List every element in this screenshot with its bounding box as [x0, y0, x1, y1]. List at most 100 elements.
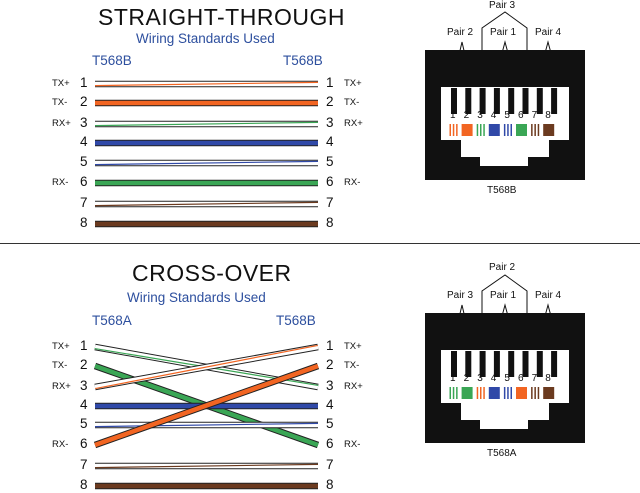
cross-right-signal-6: RX-	[344, 439, 361, 450]
rj45-connector-t568b-icon	[425, 11, 585, 180]
straight-right-pin-3: 3	[326, 115, 334, 130]
straight-right-pin-2: 2	[326, 94, 334, 109]
cross-left-pin-7: 7	[80, 457, 88, 472]
cross-right-signal-1: TX+	[344, 341, 362, 352]
conn-bot-pin-3	[475, 387, 487, 399]
cross-left-signal-1: TX+	[52, 341, 70, 352]
conn-top-pin-1	[448, 124, 459, 136]
cross-subtitle: Wiring Standards Used	[127, 290, 266, 305]
conn-top-pair-top: Pair 3	[489, 0, 516, 11]
conn-bot-pin-number-1: 1	[450, 373, 456, 384]
conn-top-pin-6	[516, 124, 527, 136]
straight-left-pin-6: 6	[80, 174, 88, 189]
cross-left-signal-2: TX-	[52, 360, 68, 371]
straight-left-pin-5: 5	[80, 154, 88, 169]
conn-bot-pin-number-5: 5	[504, 373, 510, 384]
conn-bot-pair-middle: Pair 1	[490, 290, 517, 301]
straight-left-pin-1: 1	[80, 75, 88, 90]
cross-left-standard: T568A	[92, 313, 132, 328]
cross-right-signal-2: TX-	[344, 360, 360, 371]
cross-left-pin-4: 4	[80, 397, 88, 412]
conn-top-pin-4	[488, 124, 500, 136]
conn-top-pin-number-8: 8	[545, 110, 551, 121]
straight-left-signal-1: TX+	[52, 78, 70, 89]
straight-right-signal-2: TX-	[344, 97, 360, 108]
straight-right-pin-1: 1	[326, 75, 334, 90]
cross-right-pin-2: 2	[326, 357, 334, 372]
cross-right-pin-7: 7	[326, 457, 334, 472]
straight-right-signal-6: RX-	[344, 177, 361, 188]
conn-top-label: T568B	[487, 185, 517, 196]
cross-right-pin-6: 6	[326, 436, 334, 451]
straight-right-standard: T568B	[283, 53, 323, 68]
conn-top-pin-number-5: 5	[504, 110, 510, 121]
conn-top-pair-right: Pair 4	[535, 27, 562, 38]
conn-bot-pin-1	[448, 387, 459, 399]
cross-right-pin-3: 3	[326, 378, 334, 393]
straight-wire-7	[94, 200, 319, 208]
conn-bot-pin-8	[543, 387, 555, 399]
straight-left-pin-3: 3	[80, 115, 88, 130]
straight-right-pin-8: 8	[326, 215, 334, 230]
conn-bot-pin-5	[502, 387, 514, 399]
cross-left-pin-5: 5	[80, 416, 88, 431]
cross-wire-3	[94, 343, 319, 391]
straight-left-pin-2: 2	[80, 94, 88, 109]
section-divider	[0, 243, 640, 244]
conn-bot-pin-7	[529, 387, 541, 399]
cross-right-signal-3: RX+	[344, 381, 363, 392]
straight-right-pin-6: 6	[326, 174, 334, 189]
straight-left-pin-8: 8	[80, 215, 88, 230]
conn-top-pin-number-6: 6	[518, 110, 524, 121]
cross-wire-6	[93, 362, 320, 449]
conn-bot-pair-left: Pair 3	[447, 290, 474, 301]
cross-right-pin-4: 4	[326, 397, 334, 412]
conn-bot-pair-top: Pair 2	[489, 262, 516, 273]
conn-bot-pin-4	[488, 387, 500, 399]
straight-left-standard: T568B	[92, 53, 132, 68]
conn-bot-pin-2	[461, 387, 473, 399]
conn-top-pin-number-2: 2	[463, 110, 470, 121]
conn-top-pin-number-4: 4	[490, 110, 497, 121]
conn-bot-pin-number-6: 6	[518, 373, 524, 384]
conn-top-pin-number-1: 1	[450, 110, 456, 121]
conn-top-pin-number-3: 3	[477, 110, 483, 121]
cross-wire-5	[94, 421, 319, 429]
cross-left-pin-8: 8	[80, 477, 88, 492]
straight-title: STRAIGHT-THROUGH	[98, 4, 345, 30]
cross-left-pin-1: 1	[80, 338, 88, 353]
conn-top-body	[425, 50, 585, 180]
conn-top-pin-number-7: 7	[531, 110, 538, 121]
straight-left-pin-4: 4	[80, 134, 88, 149]
cross-title: CROSS-OVER	[132, 260, 292, 286]
straight-left-signal-6: RX-	[52, 177, 69, 188]
conn-bot-pin-number-4: 4	[490, 373, 497, 384]
cross-right-pin-8: 8	[326, 477, 334, 492]
straight-wire-3	[94, 120, 319, 128]
cross-right-pin-5: 5	[326, 416, 334, 431]
conn-top-pin-7	[529, 124, 541, 136]
conn-bot-pin-number-2: 2	[463, 373, 470, 384]
straight-through-wires	[94, 80, 319, 228]
cross-right-standard: T568B	[276, 313, 316, 328]
straight-wire-5	[94, 159, 319, 167]
conn-top-pair-middle: Pair 1	[490, 27, 517, 38]
cross-left-pin-2: 2	[80, 357, 88, 372]
cross-left-pin-3: 3	[80, 378, 88, 393]
conn-top-pin-8	[543, 124, 555, 136]
conn-bot-pair-right: Pair 4	[535, 290, 562, 301]
straight-right-signal-1: TX+	[344, 78, 362, 89]
conn-top-pin-3	[475, 124, 487, 136]
conn-bot-pin-number-8: 8	[545, 373, 551, 384]
straight-left-signal-2: TX-	[52, 97, 68, 108]
straight-right-pin-7: 7	[326, 195, 334, 210]
conn-bot-pin-number-7: 7	[531, 373, 538, 384]
cross-left-pin-6: 6	[80, 436, 88, 451]
conn-bot-pin-6	[516, 387, 527, 399]
straight-left-pin-7: 7	[80, 195, 88, 210]
straight-wire-1	[94, 80, 319, 88]
straight-left-signal-3: RX+	[52, 118, 71, 129]
conn-top-pair-left: Pair 2	[447, 27, 474, 38]
